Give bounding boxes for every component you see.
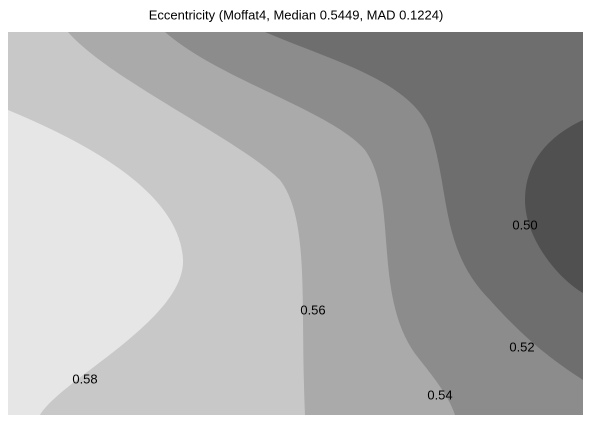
contour-label: 0.50 <box>512 217 537 232</box>
contour-label: 0.58 <box>72 371 97 386</box>
chart-title: Eccentricity (Moffat4, Median 0.5449, MA… <box>149 7 444 22</box>
contour-label: 0.56 <box>300 302 325 317</box>
contour-label: 0.52 <box>509 339 534 354</box>
contour-region <box>525 120 583 293</box>
contour-region <box>8 110 184 415</box>
contour-label: 0.54 <box>427 387 452 402</box>
